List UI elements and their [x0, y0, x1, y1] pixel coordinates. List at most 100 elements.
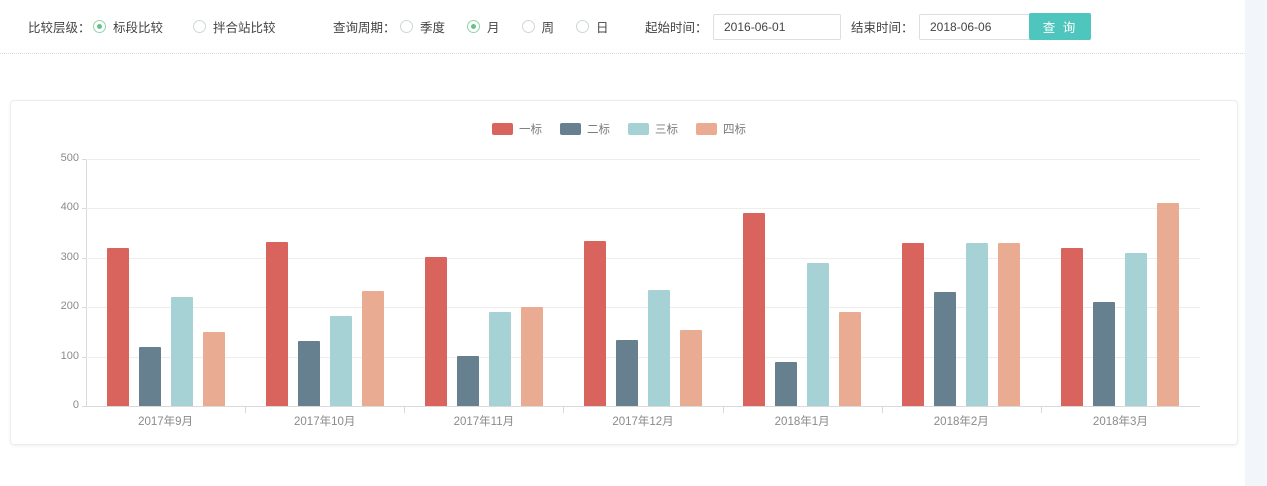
x-axis-tick-mark: [245, 407, 247, 413]
y-axis-tick-mark: [82, 307, 86, 309]
bar-7-2[interactable]: [1093, 302, 1116, 406]
radio-dot-icon: [93, 20, 106, 33]
bar-4-2[interactable]: [616, 339, 638, 406]
bar-3-4[interactable]: [520, 306, 543, 406]
bar-3-2[interactable]: [456, 356, 479, 406]
bar-7-1[interactable]: [1061, 247, 1084, 406]
bar-5-2[interactable]: [775, 361, 798, 406]
radio-compare-mixing-station[interactable]: 拌合站比较: [193, 17, 276, 36]
x-axis-tick-label: 2017年10月: [294, 416, 356, 428]
query-period-radio-group: 季度 月 周 日: [400, 17, 609, 36]
x-axis-tick-label: 2018年1月: [774, 416, 830, 428]
y-axis-tick-label: 200: [60, 300, 79, 313]
grid-line: [86, 257, 1200, 259]
end-time-label: 结束时间：: [851, 21, 914, 35]
compare-level-label: 比较层级：: [28, 21, 91, 35]
bar-1-2[interactable]: [138, 346, 161, 406]
legend-item-3[interactable]: 三标: [628, 121, 678, 137]
radio-period-week[interactable]: 周: [521, 17, 555, 36]
legend-item-2[interactable]: 二标: [560, 121, 610, 137]
x-axis-tick-label: 2018年3月: [1092, 416, 1148, 428]
bar-7-4[interactable]: [1157, 203, 1180, 406]
bar-1-3[interactable]: [170, 297, 193, 406]
y-axis-tick-mark: [82, 159, 86, 160]
x-axis-tick-label: 2017年11月: [453, 416, 515, 428]
x-axis-tick-label: 2017年9月: [138, 416, 194, 428]
chart-card: 一标 二标 三标 四标 0 100 200 300 400 500 2017年9月 2017年10…: [10, 100, 1238, 445]
bar-series-container: [86, 159, 1200, 406]
bar-3-1[interactable]: [424, 257, 447, 406]
bar-4-3[interactable]: [648, 290, 670, 406]
x-axis-tick-label: 2018年2月: [933, 416, 989, 428]
start-time-input[interactable]: 2016-06-01: [713, 13, 841, 40]
radio-period-quarter[interactable]: 季度: [400, 17, 445, 36]
chart-legend: 一标 二标 三标 四标: [11, 121, 1237, 137]
legend-label: 二标: [587, 124, 610, 136]
grid-line: [86, 356, 1200, 358]
radio-label: 月: [487, 21, 500, 35]
radio-label: 季度: [420, 21, 446, 35]
plot-area: 0 100 200 300 400 500: [61, 152, 1200, 411]
bar-1-1[interactable]: [106, 247, 129, 406]
query-button[interactable]: 查 询: [1029, 13, 1091, 40]
radio-dot-icon: [467, 20, 481, 33]
bar-7-3[interactable]: [1125, 252, 1148, 406]
bar-chart: 0 100 200 300 400 500 2017年9月 2017年10月 2017年11月…: [11, 101, 1239, 446]
bar-6-4[interactable]: [998, 242, 1021, 406]
y-axis-tick-label: 400: [60, 201, 79, 214]
radio-label: 周: [541, 21, 555, 35]
radio-period-day[interactable]: 日: [576, 17, 609, 36]
radio-dot-icon: [521, 20, 535, 33]
bar-2-1[interactable]: [265, 242, 288, 406]
legend-swatch-icon: [696, 123, 717, 135]
grid-line: [86, 159, 1200, 160]
grid-line: [86, 307, 1200, 309]
radio-dot-icon: [576, 20, 590, 33]
y-axis-tick-mark: [82, 356, 86, 358]
bar-5-3[interactable]: [807, 262, 830, 406]
radio-label: 标段比较: [113, 21, 164, 35]
bar-1-4[interactable]: [202, 331, 225, 406]
end-time-input[interactable]: 2018-06-06: [919, 13, 1047, 40]
legend-item-4[interactable]: 四标: [696, 121, 746, 137]
bar-6-3[interactable]: [966, 242, 989, 406]
y-axis-tick-label: 100: [60, 349, 79, 362]
x-axis-labels: 2017年9月 2017年10月 2017年11月 2017年12月 2018年1月 20…: [86, 407, 1200, 433]
bar-2-3[interactable]: [329, 316, 352, 406]
legend-swatch-icon: [492, 123, 513, 135]
bar-6-2[interactable]: [934, 292, 957, 406]
y-axis-tick-label: 0: [72, 399, 79, 411]
query-period-label: 查询周期：: [333, 21, 396, 35]
legend-swatch-icon: [628, 123, 649, 135]
filter-toolbar: 比较层级： 标段比较 拌合站比较 查询周期：: [0, 0, 1245, 54]
x-axis-tick-mark: [404, 407, 406, 413]
legend-label: 三标: [655, 124, 678, 136]
radio-compare-bid-section[interactable]: 标段比较: [93, 17, 163, 36]
y-axis-tick-label: 500: [60, 152, 79, 164]
bar-4-4[interactable]: [680, 329, 702, 406]
x-axis-tick-mark: [563, 407, 565, 413]
bar-4-1[interactable]: [584, 241, 606, 406]
y-axis-tick-mark: [82, 257, 86, 259]
x-axis-tick-mark: [722, 407, 724, 413]
bar-5-1[interactable]: [743, 213, 766, 406]
x-axis-tick-mark: [1040, 407, 1042, 413]
bar-5-4[interactable]: [839, 312, 862, 406]
bar-2-4[interactable]: [361, 291, 384, 406]
radio-dot-icon: [193, 20, 207, 33]
y-axis-tick-label: 300: [60, 250, 79, 263]
radio-dot-icon: [400, 20, 413, 33]
bar-3-3[interactable]: [488, 311, 511, 406]
compare-level-radio-group: 标段比较 拌合站比较: [93, 17, 276, 36]
legend-label: 四标: [723, 124, 746, 136]
x-axis-tick-label: 2017年12月: [612, 416, 674, 428]
bar-2-2[interactable]: [297, 340, 320, 406]
y-axis-tick-mark: [82, 208, 86, 210]
legend-label: 一标: [519, 124, 542, 136]
radio-period-month[interactable]: 月: [467, 17, 500, 36]
bar-6-1[interactable]: [902, 242, 925, 406]
legend-item-1[interactable]: 一标: [492, 121, 542, 137]
y-axis-line: [86, 159, 87, 406]
